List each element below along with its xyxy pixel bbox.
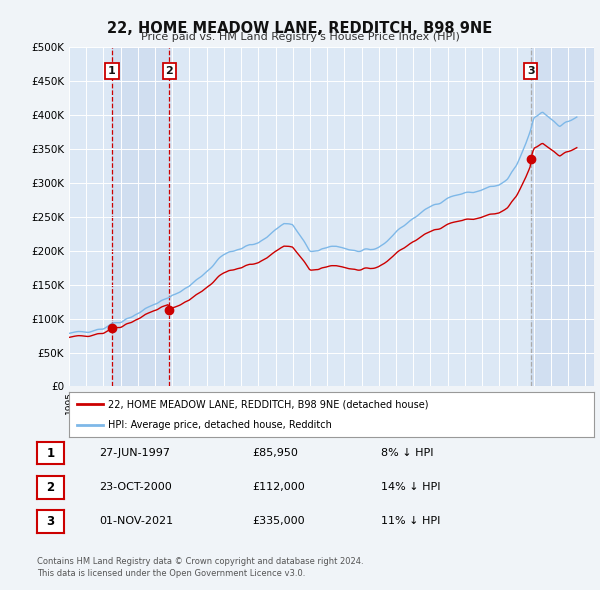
Text: Price paid vs. HM Land Registry's House Price Index (HPI): Price paid vs. HM Land Registry's House … [140,32,460,42]
Bar [112,47,169,386]
Text: 11% ↓ HPI: 11% ↓ HPI [381,516,440,526]
Text: 22, HOME MEADOW LANE, REDDITCH, B98 9NE (detached house): 22, HOME MEADOW LANE, REDDITCH, B98 9NE … [109,399,429,409]
Text: Contains HM Land Registry data © Crown copyright and database right 2024.
This d: Contains HM Land Registry data © Crown c… [37,557,364,578]
Text: 14% ↓ HPI: 14% ↓ HPI [381,482,440,491]
Text: 2: 2 [166,66,173,76]
Text: 1: 1 [46,447,55,460]
Text: 23-OCT-2000: 23-OCT-2000 [99,482,172,491]
Text: 3: 3 [527,66,535,76]
Text: 8% ↓ HPI: 8% ↓ HPI [381,448,433,457]
Text: £335,000: £335,000 [252,516,305,526]
Text: 3: 3 [46,515,55,528]
Text: £112,000: £112,000 [252,482,305,491]
Text: 27-JUN-1997: 27-JUN-1997 [99,448,170,457]
Text: £85,950: £85,950 [252,448,298,457]
Text: 2: 2 [46,481,55,494]
Text: 01-NOV-2021: 01-NOV-2021 [99,516,173,526]
Text: 1: 1 [108,66,116,76]
Bar [531,47,594,386]
Text: 22, HOME MEADOW LANE, REDDITCH, B98 9NE: 22, HOME MEADOW LANE, REDDITCH, B98 9NE [107,21,493,35]
Text: HPI: Average price, detached house, Redditch: HPI: Average price, detached house, Redd… [109,419,332,430]
